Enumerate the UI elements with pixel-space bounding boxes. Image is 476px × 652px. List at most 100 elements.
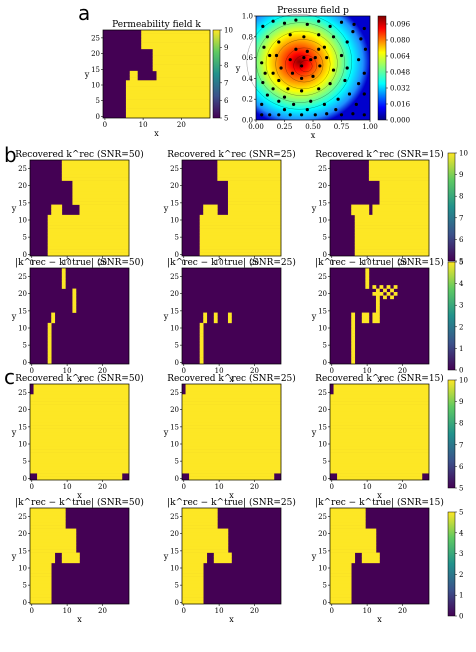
heatmap-cell bbox=[189, 473, 275, 477]
heatmap-cell bbox=[217, 166, 282, 171]
sensor-point bbox=[277, 78, 281, 83]
plot-title: |k^rec − k^true| (SNR=50) bbox=[15, 257, 144, 268]
y-tick-label: 15 bbox=[318, 423, 327, 431]
colorbar-tick-label: 5 bbox=[459, 485, 463, 493]
sensor-point bbox=[271, 71, 275, 75]
plot-title: |k^rec − k^true| (SNR=25) bbox=[167, 257, 296, 268]
heatmap-cell bbox=[217, 160, 282, 164]
heatmap-cell bbox=[185, 387, 282, 392]
panel-label-c: c bbox=[4, 365, 15, 389]
heatmap-cell bbox=[337, 476, 423, 481]
heatmap-cell bbox=[30, 569, 52, 574]
heatmap-cell bbox=[361, 316, 370, 320]
x-tick-label: 0 bbox=[30, 367, 34, 375]
heatmap-cell bbox=[152, 61, 211, 65]
heatmap-cell bbox=[199, 245, 282, 250]
heatmap-cell bbox=[30, 532, 77, 536]
heatmap-cell bbox=[354, 228, 430, 233]
axes-frame bbox=[181, 383, 282, 481]
sensor-point bbox=[277, 113, 281, 117]
x-tick-label: 10 bbox=[215, 367, 224, 375]
heatmap-cell bbox=[189, 476, 275, 481]
heatmap-cell bbox=[182, 573, 204, 577]
x-axis-label: x bbox=[229, 615, 234, 624]
y-tick-label: 25 bbox=[318, 389, 327, 397]
plot-title: Recovered k^rec (SNR=50) bbox=[15, 149, 144, 160]
heatmap-cell bbox=[368, 170, 430, 175]
x-tick-label: 0 bbox=[182, 259, 186, 267]
heatmap-cell bbox=[199, 343, 204, 348]
colorbar-tick-label: 5 bbox=[459, 258, 463, 266]
sensor-point bbox=[268, 113, 272, 117]
sensor-point bbox=[322, 102, 326, 106]
heatmap-cell bbox=[61, 170, 130, 175]
colorbar-b_rec: 5 6 7 8 9 10 bbox=[447, 150, 468, 266]
x-tick-label: 10 bbox=[63, 483, 72, 491]
y-tick-label: 0 bbox=[323, 599, 327, 607]
y-tick-label: 0.2 bbox=[242, 96, 253, 104]
heatmap-b_rec50: Recovered k^rec (SNR=50)010200510152025x… bbox=[11, 149, 144, 276]
y-tick-label: 20 bbox=[18, 182, 27, 190]
heatmap-cell bbox=[351, 360, 356, 365]
heatmap-cell bbox=[330, 566, 352, 571]
heatmap-cell bbox=[30, 597, 52, 601]
heatmap-b_err15: |k^rec − k^true| (SNR=15)0 10 200510152025… bbox=[311, 257, 444, 384]
colorbar-permeability: 5 6 7 8 9 10 bbox=[212, 27, 233, 123]
heatmap-cell bbox=[354, 245, 430, 250]
sensor-point bbox=[279, 66, 283, 70]
heatmap-cell bbox=[217, 177, 282, 181]
heatmap-cell bbox=[72, 180, 130, 185]
sensor-point bbox=[357, 82, 361, 86]
heatmap-cell bbox=[386, 285, 391, 289]
heatmap-cell bbox=[30, 528, 77, 533]
heatmap-cell bbox=[203, 204, 218, 209]
heatmap-cell bbox=[30, 600, 52, 605]
heatmap-cell bbox=[330, 514, 366, 519]
heatmap-cell bbox=[72, 201, 130, 205]
y-tick-label: 0 bbox=[23, 599, 27, 607]
heatmap-cell bbox=[72, 288, 77, 293]
sensor-point bbox=[282, 108, 287, 112]
sensor-point bbox=[317, 47, 321, 51]
heatmap-cell bbox=[79, 204, 130, 209]
heatmap-cell bbox=[125, 111, 211, 116]
heatmap-cell bbox=[182, 532, 229, 536]
heatmap-cell bbox=[30, 545, 77, 550]
heatmap-cell bbox=[182, 508, 218, 512]
heatmap-cell bbox=[51, 319, 56, 324]
heatmap-cell bbox=[330, 452, 430, 457]
y-tick-label: 20 bbox=[318, 406, 327, 414]
heatmap-cell bbox=[30, 411, 130, 416]
heatmap-cell bbox=[351, 329, 356, 334]
colorbar-pressure: 0.000 0.016 0.032 0.048 0.064 0.080 0.096 bbox=[377, 15, 411, 125]
heatmap-cell bbox=[213, 316, 218, 320]
colorbar-tick-label: 8 bbox=[224, 62, 228, 70]
heatmap-cell bbox=[383, 288, 387, 293]
heatmap-cell bbox=[379, 197, 430, 202]
heatmap-cell bbox=[30, 590, 52, 595]
y-tick-label: 15 bbox=[18, 423, 27, 431]
y-tick-label: 0 bbox=[323, 251, 327, 259]
y-tick-label: 10 bbox=[18, 565, 27, 573]
heatmap-cell bbox=[375, 298, 380, 303]
heatmap-cell bbox=[330, 449, 430, 453]
sensor-point bbox=[271, 19, 275, 23]
heatmap-cell bbox=[368, 173, 430, 178]
y-tick-label: 10 bbox=[170, 565, 179, 573]
heatmap-cell bbox=[330, 394, 430, 399]
y-tick-label: 0 bbox=[175, 251, 179, 259]
axes-frame bbox=[329, 267, 430, 365]
sensor-point bbox=[347, 92, 352, 96]
sensor-point bbox=[317, 87, 321, 91]
heatmap-cell bbox=[182, 552, 208, 557]
y-tick-label: 1.0 bbox=[242, 13, 253, 21]
y-tick-label: 20 bbox=[170, 406, 179, 414]
y-axis-label: y bbox=[163, 204, 169, 213]
heatmap-cell bbox=[182, 542, 229, 547]
heatmap-cell bbox=[30, 556, 56, 560]
heatmap-cell bbox=[182, 449, 282, 453]
axes-frame bbox=[329, 383, 430, 481]
sensor-point bbox=[271, 87, 275, 91]
colorbar-tick-label: 9 bbox=[459, 171, 463, 179]
